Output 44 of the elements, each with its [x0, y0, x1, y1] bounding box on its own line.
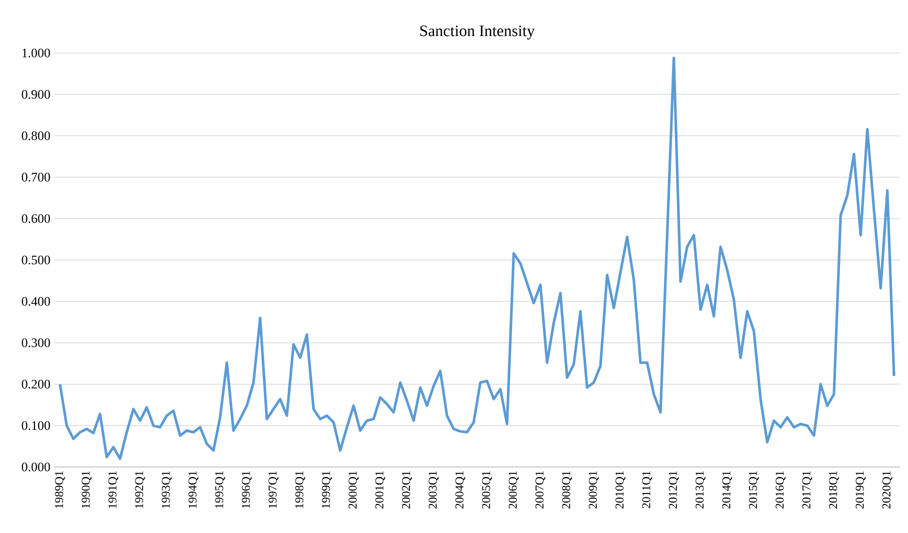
y-tick-label: 0.100 — [22, 421, 50, 430]
x-tick-label: 1994Q1 — [188, 471, 198, 508]
x-tick-label: 1991Q1 — [108, 471, 118, 508]
chart-title: Sanction Intensity — [420, 26, 535, 40]
x-tick-label: 2003Q1 — [428, 471, 439, 509]
x-tick-label: 2001Q1 — [375, 471, 386, 509]
x-tick-label: 1995Q1 — [215, 471, 226, 508]
x-tick-label: 1999Q1 — [322, 471, 332, 508]
y-tick-label: 0.700 — [22, 172, 50, 182]
y-tick-label: 0.200 — [22, 380, 50, 389]
x-tick-label: 1998Q1 — [295, 471, 306, 508]
y-tick-label: 0.400 — [22, 297, 50, 306]
x-tick-label: 2012Q1 — [668, 471, 679, 509]
x-tick-label: 2015Q1 — [748, 471, 759, 509]
x-tick-label: 2007Q1 — [535, 471, 546, 509]
x-tick-label: 2018Q1 — [829, 471, 839, 509]
x-tick-label: 1992Q1 — [135, 471, 145, 508]
x-tick-label: 1996Q1 — [242, 471, 252, 508]
x-tick-label: 2014Q1 — [722, 471, 732, 509]
y-tick-label: 0.000 — [22, 462, 50, 472]
y-tick-label: 1.000 — [22, 48, 50, 58]
y-tick-label: 0.900 — [22, 90, 50, 99]
x-tick-label: 2017Q1 — [802, 471, 812, 509]
x-tick-label: 2008Q1 — [562, 471, 572, 509]
x-tick-label: 2004Q1 — [455, 471, 466, 509]
x-tick-label: 1993Q1 — [162, 471, 172, 508]
x-tick-label: 2013Q1 — [696, 471, 706, 509]
x-tick-label: 2019Q1 — [856, 471, 866, 509]
x-tick-label: 2000Q1 — [348, 471, 359, 509]
y-tick-label: 0.800 — [22, 131, 50, 140]
x-tick-label: 2005Q1 — [482, 471, 492, 509]
x-tick-label: 2002Q1 — [402, 471, 412, 509]
y-tick-label: 0.300 — [22, 338, 50, 348]
y-tick-label: 0.600 — [22, 214, 50, 223]
x-tick-label: 2006Q1 — [508, 471, 519, 509]
x-tick-label: 1989Q1 — [55, 471, 65, 508]
x-tick-label: 1990Q1 — [82, 471, 92, 508]
x-tick-label: 2009Q1 — [588, 471, 599, 509]
y-tick-label: 0.500 — [22, 256, 50, 264]
x-tick-label: 2010Q1 — [616, 471, 626, 509]
x-tick-label: 2020Q1 — [882, 471, 892, 509]
x-tick-label: 2016Q1 — [776, 471, 786, 509]
x-tick-label: 1997Q1 — [268, 471, 278, 508]
x-tick-label: 2011Q1 — [642, 471, 652, 508]
